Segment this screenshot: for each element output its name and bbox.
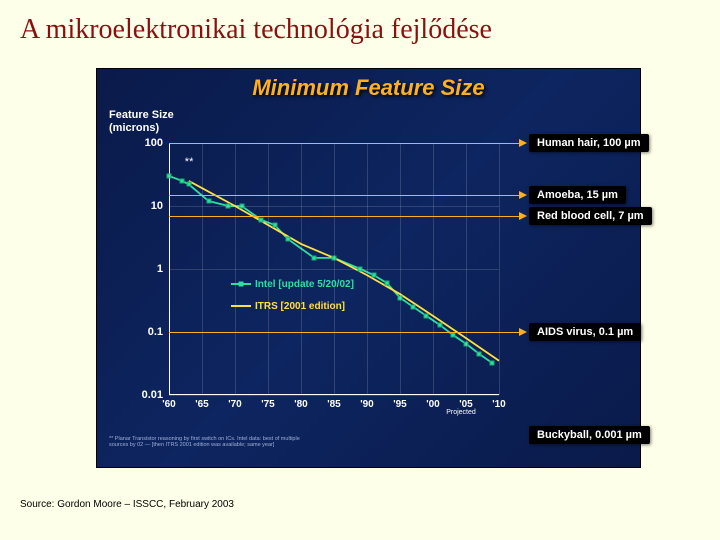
reference-line xyxy=(169,195,521,196)
star-marker: ** xyxy=(185,156,194,168)
data-marker xyxy=(285,236,290,241)
y-tick: 1 xyxy=(157,263,163,275)
y-axis-label: Feature Size (microns) xyxy=(109,109,174,135)
x-tick: '00 xyxy=(426,399,440,410)
gridline-v xyxy=(202,143,203,395)
data-marker xyxy=(450,332,455,337)
gridline-v xyxy=(169,143,170,395)
x-tick: '70 xyxy=(228,399,242,410)
data-marker xyxy=(424,313,429,318)
reference-tag: Human hair, 100 µm xyxy=(529,134,649,152)
plot-area: ** 1001010.10.01'60'65'70'75'80'85'90'95… xyxy=(169,143,499,395)
gridline-v xyxy=(268,143,269,395)
reference-arrow-icon xyxy=(519,328,527,336)
reference-arrow-icon xyxy=(519,139,527,147)
data-marker xyxy=(384,280,389,285)
gridline-v xyxy=(433,143,434,395)
gridline-v xyxy=(400,143,401,395)
x-tick: '80 xyxy=(294,399,308,410)
source-caption: Source: Gordon Moore – ISSCC, February 2… xyxy=(20,499,234,510)
reference-line xyxy=(169,216,521,217)
data-marker xyxy=(490,361,495,366)
x-tick: '60 xyxy=(162,399,176,410)
data-marker xyxy=(180,178,185,183)
chart-footnote: ** Planar Transistor reasoning by first … xyxy=(109,436,309,449)
gridline-v xyxy=(499,143,500,395)
reference-tag: Red blood cell, 7 µm xyxy=(529,207,652,225)
reference-tag: AIDS virus, 0.1 µm xyxy=(529,323,641,341)
data-marker xyxy=(477,351,482,356)
x-tick: '95 xyxy=(393,399,407,410)
reference-arrow-icon xyxy=(519,191,527,199)
data-marker xyxy=(259,217,264,222)
reference-tag: Buckyball, 0.001 µm xyxy=(529,426,650,444)
data-marker xyxy=(206,199,211,204)
gridline-v xyxy=(367,143,368,395)
x-tick: '65 xyxy=(195,399,209,410)
reference-line xyxy=(169,332,521,333)
data-marker xyxy=(371,273,376,278)
y-tick: 100 xyxy=(145,137,163,149)
gridline-v xyxy=(235,143,236,395)
x-tick: '90 xyxy=(360,399,374,410)
y-tick: 0.01 xyxy=(142,389,163,401)
gridline-v xyxy=(466,143,467,395)
y-tick: 10 xyxy=(151,200,163,212)
projected-label: Projected xyxy=(446,409,476,416)
gridline-v xyxy=(301,143,302,395)
slide-title: A mikroelektronikai technológia fejlődés… xyxy=(20,14,492,46)
y-tick: 0.1 xyxy=(148,326,163,338)
x-tick: '85 xyxy=(327,399,341,410)
legend-itrs: ITRS [2001 edition] xyxy=(231,301,345,312)
reference-tag: Amoeba, 15 µm xyxy=(529,186,626,204)
data-marker xyxy=(437,322,442,327)
chart-panel: Minimum Feature Size Feature Size (micro… xyxy=(96,68,641,468)
data-marker xyxy=(186,182,191,187)
gridline-h xyxy=(169,395,499,396)
data-marker xyxy=(411,304,416,309)
legend-intel: Intel [update 5/20/02] xyxy=(231,279,354,290)
data-marker xyxy=(272,222,277,227)
reference-arrow-icon xyxy=(519,212,527,220)
reference-line xyxy=(169,143,521,144)
data-marker xyxy=(312,255,317,260)
x-tick: '75 xyxy=(261,399,275,410)
x-tick: '10 xyxy=(492,399,506,410)
chart-title: Minimum Feature Size xyxy=(252,75,484,101)
gridline-v xyxy=(334,143,335,395)
